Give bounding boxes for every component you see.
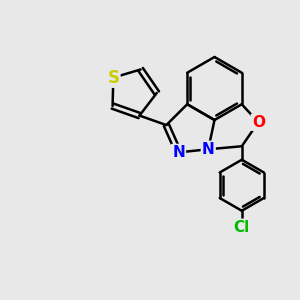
Text: O: O — [252, 115, 265, 130]
Text: Cl: Cl — [234, 220, 250, 235]
Text: N: N — [172, 145, 185, 160]
Text: N: N — [202, 142, 215, 157]
Text: S: S — [107, 69, 119, 87]
